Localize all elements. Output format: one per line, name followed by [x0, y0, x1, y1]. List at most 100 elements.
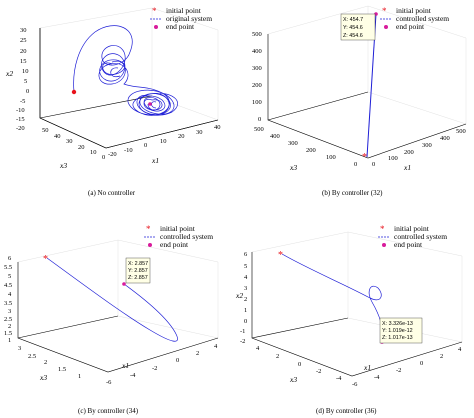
panel-d-y-tick-3: -2	[316, 368, 321, 375]
panel-d-legend-end-label: end point	[394, 240, 423, 249]
panel-c-z-tick-7: 2.5	[4, 316, 12, 323]
panel-d-legend: * initial point controlled system end po…	[378, 224, 447, 249]
panel-b-x-tick-5: 500	[456, 128, 466, 135]
panel-a-legend-end-marker	[154, 25, 158, 29]
panel-c-z-tick-10: 1	[8, 337, 11, 344]
panel-b-z-tick-2: 300	[252, 65, 262, 72]
panel-c-grid-back	[17, 239, 219, 339]
panel-a-z-tick-1: 25	[20, 37, 27, 44]
panel-a-x-label: x1	[151, 156, 159, 165]
panel-d-x-tick-3: 0	[420, 360, 423, 367]
panel-a-z-tick-10: -20	[16, 125, 25, 132]
panel-a-z-tick-7: -5	[20, 98, 25, 105]
panel-d-x-tick-5: 4	[458, 346, 462, 353]
panel-d-z-tick-2: 4	[244, 274, 248, 281]
panel-a-z-tick-0: 30	[20, 27, 27, 34]
panel-c-z-tick-9: 1.5	[4, 330, 12, 337]
panel-a-y-axis	[39, 117, 107, 149]
panel-a-initial-point	[71, 89, 77, 95]
panel-c-z-tick-4: 4	[8, 291, 12, 298]
panel-d-x-label: x1	[363, 363, 371, 372]
panel-c-x-tick-0: -6	[106, 379, 112, 386]
panel-a-trajectory-loops	[102, 60, 170, 115]
panel-d-x-tick-2: -2	[396, 367, 401, 374]
panel-c-tooltip-box	[125, 257, 151, 284]
panel-a-y-tick-0: 50	[42, 127, 49, 134]
panel-b-initial-point: *	[362, 152, 367, 163]
panel-a-y-tick-5: 0	[102, 154, 105, 161]
panel-c-y-tick-4: 1	[78, 373, 81, 380]
panel-c-z-tick-5: 3.5	[4, 300, 12, 307]
panel-c-box	[17, 262, 219, 373]
panel-c-end-point	[122, 282, 126, 286]
panel-a-legend-initial-marker: *	[152, 6, 157, 16]
panel-b-z-tick-0: 500	[252, 31, 262, 38]
panel-d-legend-series-label: controlled system	[394, 232, 447, 241]
panel-d-y-tick-4: -4	[336, 375, 342, 382]
panel-b-legend-initial-label: initial point	[396, 6, 432, 15]
panel-a-z-tick-2: 20	[20, 48, 27, 55]
panel-b-tooltip-z: Z: 454.6	[343, 33, 363, 39]
panel-b-z-ticks: 500 400 300 200 100 0	[252, 31, 262, 123]
panel-d-z-tick-3: 3	[244, 285, 247, 292]
panel-c-z-tick-0: 6	[8, 255, 12, 262]
panel-b-x-label: x1	[403, 163, 411, 172]
panel-d-z-label: x2	[235, 291, 243, 300]
panel-b-z-tick-5: 0	[258, 116, 261, 123]
panel-a-z-tick-5: 5	[24, 78, 27, 85]
panel-b-box	[267, 34, 467, 159]
panel-a-y-tick-3: 20	[78, 144, 85, 151]
panel-b-y-tick-4: 100	[326, 154, 336, 161]
panel-d-z-ticks: 6 5 4 3 2 1 0 -1 -2	[240, 251, 248, 345]
panel-b-legend-end-marker	[384, 25, 388, 29]
panel-b-tooltip-y: Y: 454.6	[343, 25, 363, 31]
panel-b-z-tick-4: 100	[252, 99, 262, 106]
panel-d-x-ticks: -6 -4 -2 0 2 4	[352, 346, 462, 388]
panel-c-y-tick-0: 3	[18, 345, 21, 352]
panel-d-tooltip-z: Z: 1.017e-13	[382, 335, 413, 341]
panel-d-x-tick-1: -4	[374, 374, 380, 381]
panel-d-y-label: x3	[289, 375, 297, 384]
panel-c-legend-initial-label: initial point	[160, 224, 196, 233]
panel-c-x-tick-4: 2	[196, 350, 199, 357]
panel-c-trajectory	[46, 257, 178, 342]
panel-b-legend-series-label: controlled system	[396, 14, 449, 23]
panel-d-y-tick-2: 0	[298, 361, 301, 368]
panel-c: * X: 2.857 Y: 2.857 Z: 2.857 6 5.5 5 4.5…	[4, 224, 219, 415]
panel-d-z-tick-4: 2	[244, 296, 247, 303]
panel-c-tooltip: X: 2.857 Y: 2.857 Z: 2.857	[125, 257, 151, 284]
panel-a-x-tick-4: 20	[178, 133, 185, 140]
panel-b-tooltip-box	[340, 13, 376, 41]
panel-b-legend: * initial point controlled system end po…	[380, 6, 449, 31]
panel-a-caption: (a) No controller	[88, 189, 136, 197]
panel-c-legend-end-marker	[148, 243, 152, 247]
panel-b-z-tick-3: 200	[252, 82, 262, 89]
panel-d-y-tick-1: 2	[276, 353, 279, 360]
panel-a-x-tick-3: 10	[160, 138, 167, 145]
panel-b-legend-initial-marker: *	[382, 6, 387, 16]
panel-c-x-tick-3: 0	[176, 357, 179, 364]
panel-b-x-tick-2: 200	[404, 149, 414, 156]
panel-d: * X: 3.326e-13 Y: 1.019e-12 Z: 1.017e-13…	[235, 224, 463, 415]
panel-d-y-ticks: 4 2 0 -2 -4	[256, 345, 342, 382]
panel-d-x-tick-0: -6	[352, 381, 358, 388]
panel-c-caption: (c) By controller (34)	[78, 407, 139, 415]
panel-b-tooltip-x: X: 454.7	[343, 17, 363, 23]
panel-b-y-label: x3	[289, 163, 297, 172]
panel-c-tooltip-y: Y: 2.857	[128, 268, 148, 274]
panel-a-y-tick-1: 40	[54, 133, 61, 140]
panel-c-y-tick-1: 2.5	[28, 353, 36, 360]
panel-b-caption: (b) By controller (32)	[322, 189, 383, 197]
panel-c-y-label: x3	[39, 373, 47, 382]
panel-a-y-tick-4: 10	[90, 149, 97, 156]
panel-b: * X: 454.7 Y: 454.6 Z: 454.6 500 400 300…	[252, 5, 467, 197]
panel-c-y-ticks: 3 2.5 2 1.5 1	[18, 345, 81, 380]
panel-c-x-tick-1: -4	[130, 372, 136, 379]
panel-c-legend: * initial point controlled system end po…	[144, 224, 213, 249]
panel-d-legend-end-marker	[382, 243, 386, 247]
panel-a-z-ticks: 30 25 20 15 10 5 0 -5 -10 -15 -20	[16, 27, 29, 132]
panel-a-legend-initial-label: initial point	[166, 6, 202, 15]
panel-a-x-axis	[105, 119, 219, 149]
panel-b-y-tick-1: 400	[270, 133, 280, 140]
